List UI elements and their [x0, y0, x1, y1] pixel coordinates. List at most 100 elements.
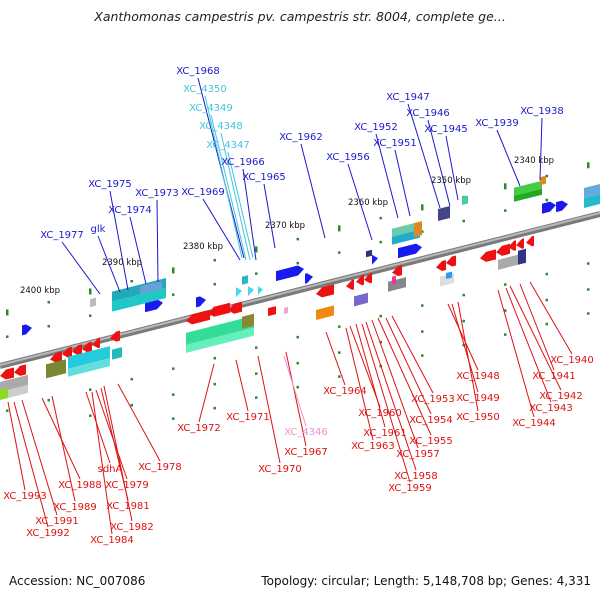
scale-tick	[504, 333, 507, 336]
scale-tick	[89, 288, 92, 295]
gene-label[interactable]: XC_1969	[181, 187, 225, 198]
gene-label[interactable]: XC_1967	[284, 447, 328, 458]
gene-label[interactable]: XC_1979	[105, 480, 149, 491]
gene-label[interactable]: XC_1951	[373, 138, 417, 149]
gene-label[interactable]: XC_1959	[388, 483, 432, 494]
gene-label[interactable]: sdhA	[98, 464, 123, 475]
gene-label[interactable]: XC_1971	[226, 412, 270, 423]
label-leader-line	[13, 401, 49, 528]
label-leader-line	[427, 119, 451, 207]
gene-label[interactable]: XC_1946	[406, 108, 450, 119]
gene-label[interactable]: XC_1981	[106, 501, 150, 512]
scale-tick	[296, 335, 299, 339]
scale-tick	[6, 309, 9, 316]
gene-domain-block	[438, 206, 450, 222]
gene-label[interactable]: XC_1964	[323, 386, 367, 397]
scale-tick	[587, 262, 590, 265]
scale-label: 2380 kbp	[183, 242, 223, 252]
gene-label[interactable]: XC_1943	[529, 403, 573, 414]
gene-label[interactable]: XC_1941	[532, 371, 576, 382]
gene-label[interactable]: XC_1965	[242, 172, 286, 183]
scale-tick	[338, 351, 341, 354]
gene-label[interactable]: XC_1945	[424, 124, 468, 135]
gene-domain-block	[392, 229, 420, 245]
gene-label[interactable]: XC_1938	[520, 106, 564, 117]
gene-label[interactable]: XC_1953	[411, 394, 455, 405]
gene-label[interactable]: XC_1940	[550, 355, 594, 366]
gene-label[interactable]: XC_1944	[512, 418, 556, 429]
label-leader-line	[345, 327, 374, 441]
gene-label[interactable]: XC_1960	[358, 408, 402, 419]
gene-label[interactable]: XC_1955	[409, 436, 453, 447]
gene-label[interactable]: XC_1952	[354, 122, 398, 133]
label-leader-line	[235, 359, 249, 412]
gene-label[interactable]: XC_1947	[386, 92, 430, 103]
gene-label[interactable]: XC_4347	[206, 140, 250, 151]
gene-label[interactable]: XC_1958	[394, 471, 438, 482]
gene-label[interactable]: XC_1968	[176, 66, 220, 77]
scale-tick	[296, 261, 299, 265]
scale-tick	[296, 237, 299, 241]
gene-label[interactable]: XC_1988	[58, 480, 102, 491]
gene-label[interactable]: XC_1961	[363, 428, 407, 439]
gene-label[interactable]: XC_1975	[88, 179, 132, 190]
scale-tick	[421, 354, 424, 357]
gene-label[interactable]: XC_1957	[396, 449, 440, 460]
gene-label[interactable]: XC_1972	[177, 423, 221, 434]
gene-domain-block	[316, 305, 334, 320]
gene-label[interactable]: XC_1993	[3, 491, 47, 502]
gene-label[interactable]: XC_1974	[108, 205, 152, 216]
gene-label[interactable]: XC_1977	[40, 230, 84, 241]
gene-label[interactable]: XC_1963	[351, 441, 395, 452]
label-leader-line	[7, 401, 26, 491]
gene-domain-block	[284, 307, 288, 315]
gene-label[interactable]: XC_1942	[539, 391, 583, 402]
label-leader-line	[394, 149, 411, 217]
label-leader-line	[129, 216, 147, 285]
forward-gene-arrow	[248, 286, 254, 297]
gene-label[interactable]: XC_1984	[90, 535, 134, 546]
scale-tick	[47, 398, 50, 402]
gene-domain-block	[462, 195, 468, 205]
gene-label[interactable]: XC_1973	[135, 188, 179, 199]
gene-domain-block	[140, 280, 162, 295]
scale-tick	[338, 251, 341, 254]
gene-label[interactable]: XC_4346	[284, 427, 328, 438]
label-leader-line	[220, 132, 251, 261]
gene-label[interactable]: XC_1954	[409, 415, 453, 426]
scale-tick	[172, 393, 175, 396]
gene-label[interactable]: XC_1982	[110, 522, 154, 533]
gene-label[interactable]: XC_1950	[456, 412, 500, 423]
label-leader-line	[371, 319, 419, 449]
gene-label[interactable]: XC_1970	[258, 464, 302, 475]
gene-label[interactable]: XC_1966	[221, 157, 265, 168]
gene-label[interactable]: XC_4348	[199, 121, 243, 132]
gene-label[interactable]: XC_1991	[35, 516, 79, 527]
reverse-gene-arrow	[436, 260, 446, 272]
forward-gene-arrow	[257, 285, 263, 296]
label-leader-line	[385, 317, 432, 415]
gene-label[interactable]: XC_4349	[189, 103, 233, 114]
scale-tick	[545, 272, 548, 276]
gene-label[interactable]: XC_1949	[456, 393, 500, 404]
label-leader-line	[61, 241, 101, 295]
label-leader-line	[198, 363, 215, 423]
label-leader-line	[355, 323, 386, 428]
gene-label[interactable]: XC_1992	[26, 528, 70, 539]
gene-label[interactable]: XC_1939	[475, 118, 519, 129]
gene-label[interactable]: XC_1989	[53, 502, 97, 513]
gene-label[interactable]: XC_1962	[279, 132, 323, 143]
gene-label[interactable]: XC_1956	[326, 152, 370, 163]
gene-label[interactable]: XC_4350	[183, 84, 227, 95]
gene-label[interactable]: XC_1978	[138, 462, 182, 473]
scale-tick	[545, 322, 548, 326]
gene-label[interactable]: XC_1948	[456, 371, 500, 382]
accession-label: Accession: NC_007086	[9, 574, 146, 588]
scale-tick	[421, 304, 424, 307]
gene-domain-block	[514, 180, 542, 196]
scale-tick	[213, 382, 216, 386]
gene-label[interactable]: glk	[91, 224, 106, 235]
reverse-gene-arrow	[62, 346, 72, 358]
label-leader-line	[156, 199, 159, 283]
gene-domain-block	[498, 254, 520, 270]
